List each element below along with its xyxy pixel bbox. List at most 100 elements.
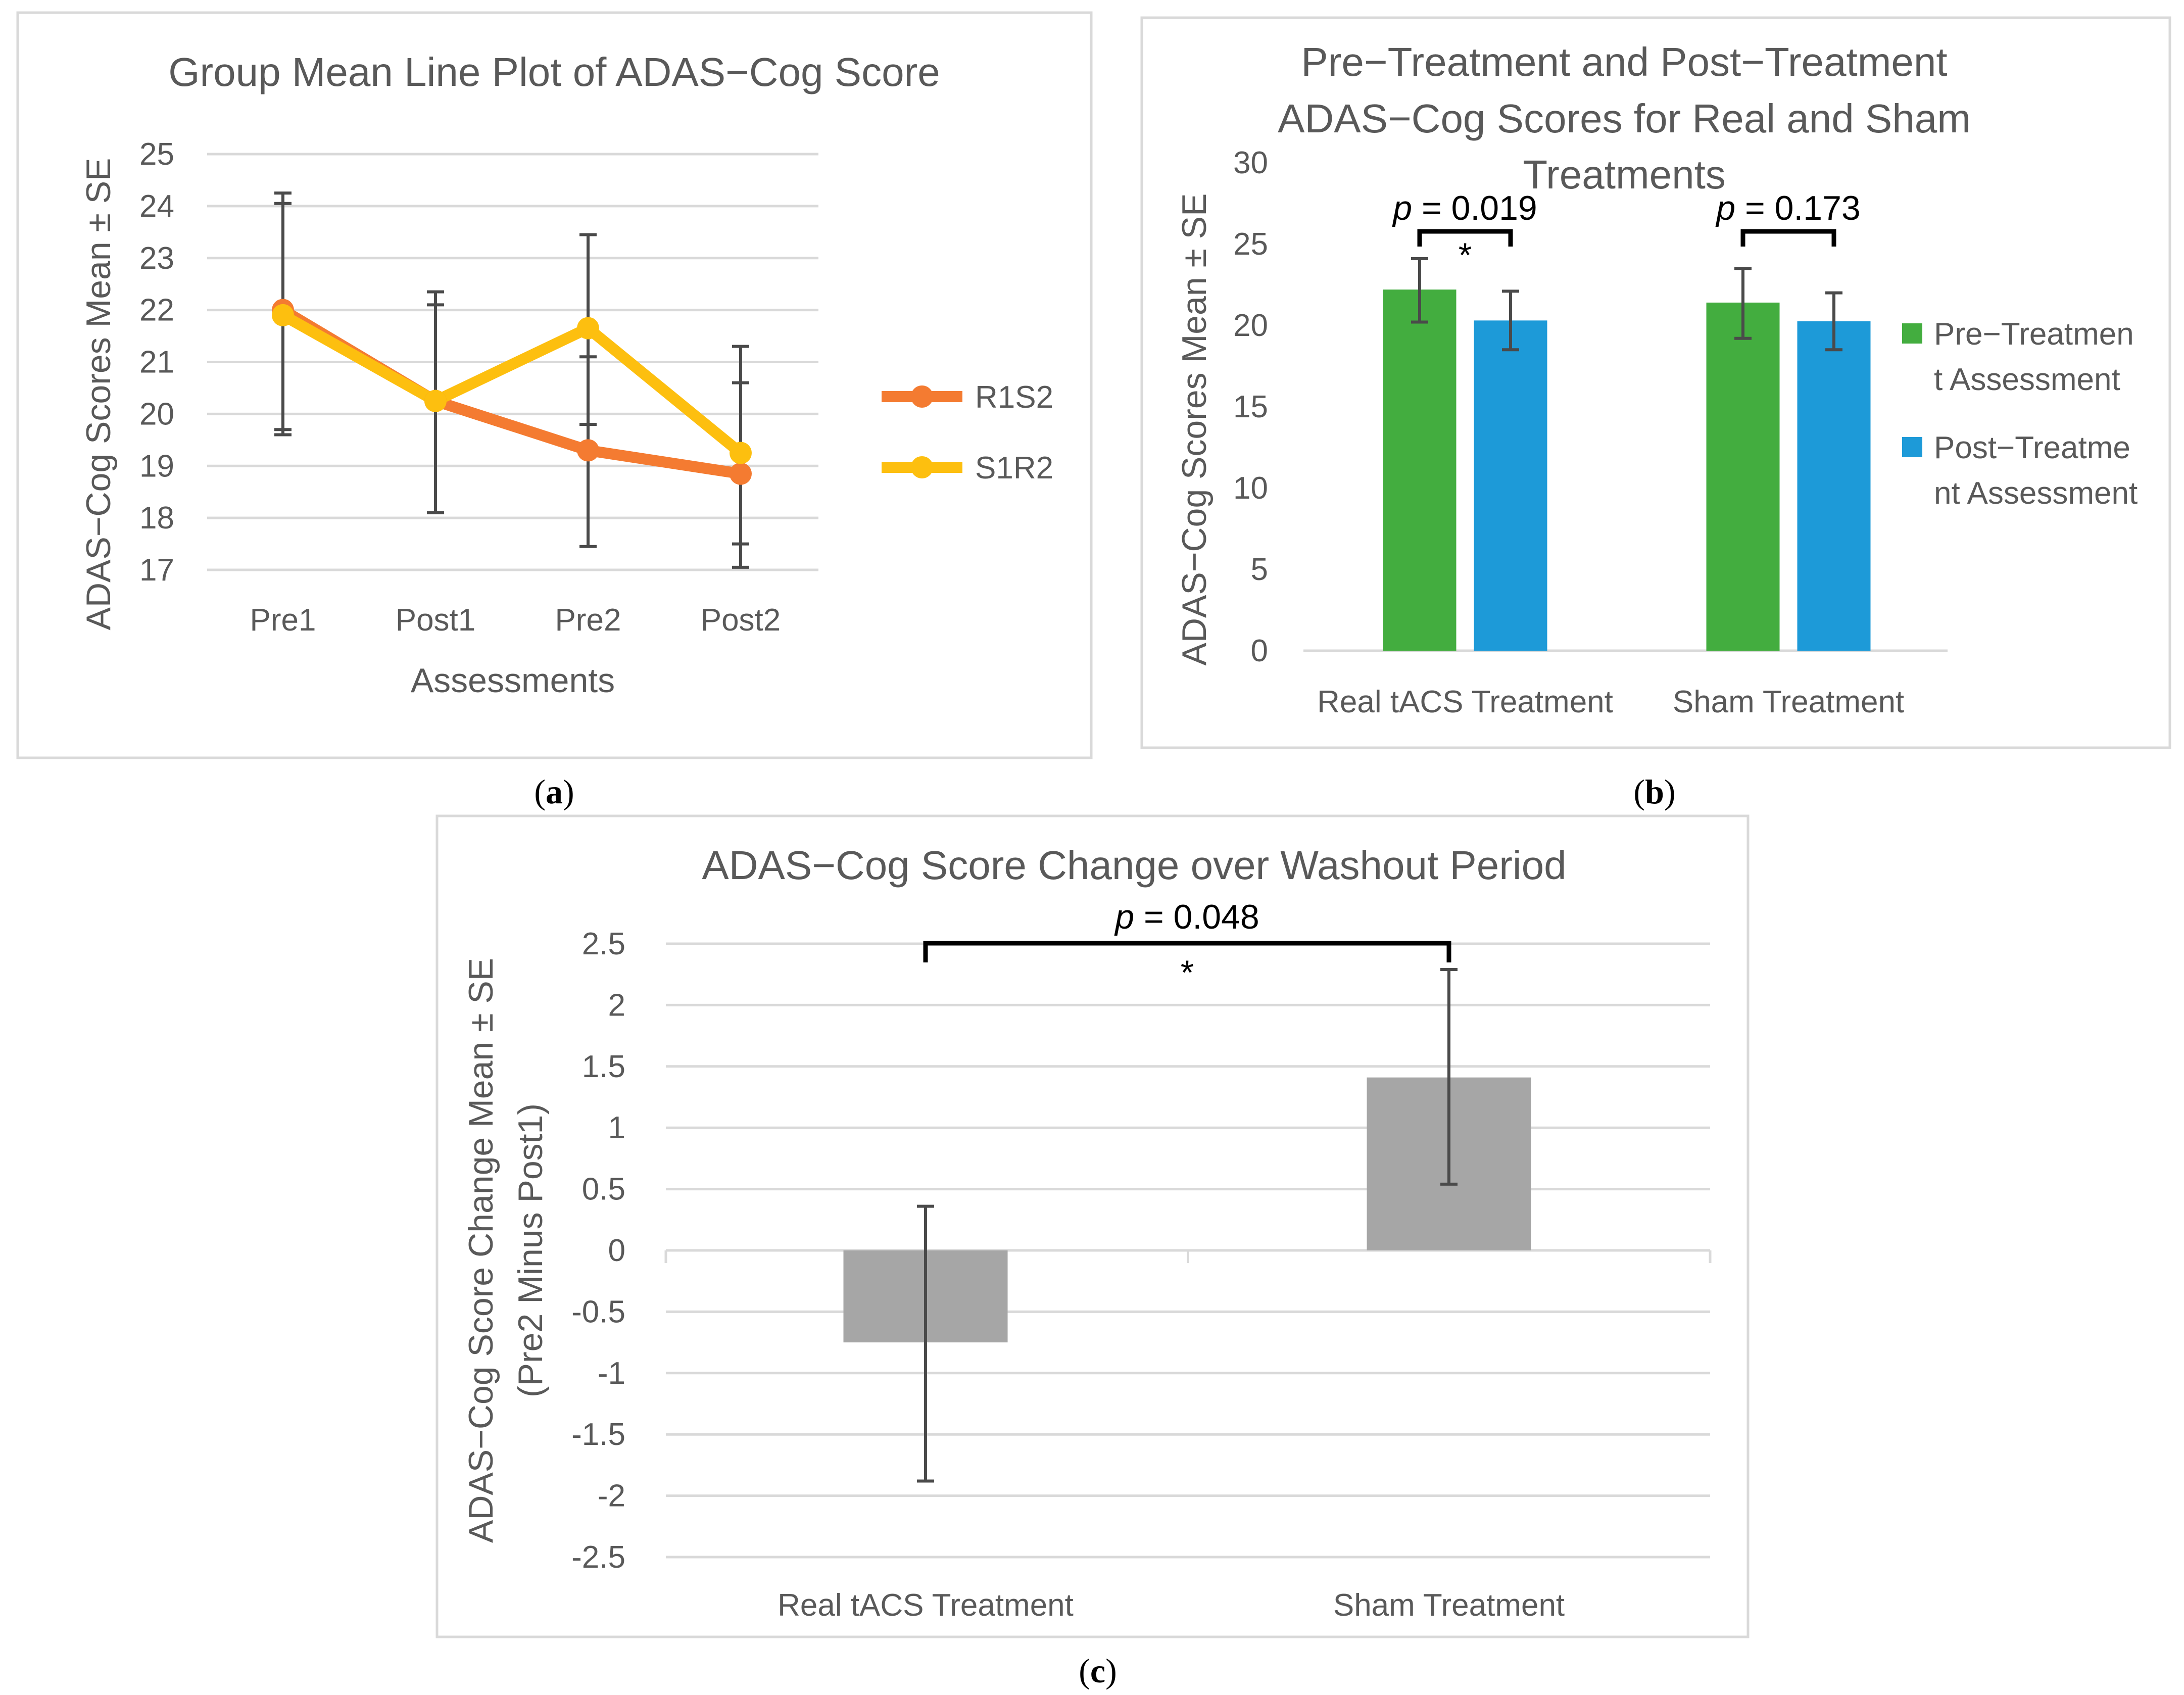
- panel-b-p-value-p: p: [1392, 189, 1412, 227]
- panel-b-label: (b): [1633, 772, 1675, 811]
- panel-b-p-value: p = 0.019: [1392, 189, 1537, 227]
- panel-a-label-letter: a: [546, 772, 563, 811]
- panel-c-title: ADAS−Cog Score Change over Washout Perio…: [702, 843, 1566, 888]
- panel-a-legend-label-s1r2: S1R2: [975, 451, 1053, 486]
- panel-a-series-lines: [280, 305, 744, 479]
- panel-a-y-ticks: 17 18 19 20 21 22 23 24 25: [139, 137, 174, 588]
- panel-b-x-ticks: Real tACS Treatment Sham Treatment: [1317, 685, 1904, 719]
- panel-c-y-tick-label: -0.5: [571, 1294, 625, 1329]
- panel-b-y-tick-label: 30: [1233, 146, 1268, 180]
- panel-c-y-tick-label: -2: [598, 1479, 625, 1514]
- panel-b-bar-post: [1797, 321, 1871, 651]
- panel-c-significance-bracket: [923, 941, 1451, 962]
- panel-a-point-s1r2: [272, 304, 294, 326]
- panel-c-label-letter: c: [1090, 1652, 1105, 1690]
- panel-a-y-tick-label: 21: [139, 345, 174, 380]
- panel-b: Pre−Treatment and Post−Treatment ADAS−Co…: [1140, 16, 2171, 749]
- panel-c-p-value: p = 0.048: [1114, 898, 1259, 936]
- panel-b-legend-label-post: nt Assessment: [1934, 476, 2138, 511]
- panel-c-y-tick-label: 0.5: [582, 1172, 625, 1207]
- panel-b-y-tick-label: 25: [1233, 227, 1268, 262]
- panel-a-x-tick-label: Pre1: [250, 603, 316, 638]
- panel-b-bar-pre: [1706, 302, 1780, 651]
- panel-a-label: (a): [534, 772, 574, 811]
- panel-b-p-value-value: = 0.173: [1735, 189, 1861, 227]
- panel-c-error-bars: [917, 967, 1458, 1483]
- panel-c-y-tick-label: -1: [598, 1356, 625, 1391]
- panel-c-y-tick-label: 1: [608, 1110, 625, 1145]
- panel-a: Group Mean Line Plot of ADAS−Cog Score 1…: [16, 11, 1093, 759]
- panel-b-p-value-p: p: [1715, 189, 1735, 227]
- panel-a-y-tick-label: 18: [139, 501, 174, 536]
- panel-b-label-close: ): [1664, 772, 1676, 811]
- panel-c-y-tick-label: 2.5: [582, 927, 625, 961]
- panel-b-title-line-3: Treatments: [1523, 152, 1726, 197]
- panel-b-legend-swatch-pre: [1902, 323, 1922, 344]
- panel-b-significance-bracket: [1740, 229, 1836, 247]
- panel-c-annotation: p = 0.048 *: [923, 898, 1451, 992]
- panel-c-y-axis-label-line-2: (Pre2 Minus Post1): [511, 1103, 550, 1397]
- panel-c-x-ticks: Real tACS Treatment Sham Treatment: [778, 1588, 1565, 1623]
- panel-b-y-tick-label: 10: [1233, 471, 1268, 506]
- panel-b-significance-star: *: [1459, 236, 1472, 274]
- panel-c-y-tick-label: 2: [608, 988, 625, 1023]
- panel-a-label-close: ): [563, 772, 574, 811]
- panel-b-x-tick-label: Sham Treatment: [1673, 685, 1904, 719]
- panel-a-line-s1r2: [280, 310, 744, 458]
- panel-b-y-tick-label: 20: [1233, 308, 1268, 343]
- panel-b-label-letter: b: [1645, 772, 1664, 811]
- panel-c-label-open: (: [1079, 1652, 1090, 1690]
- panel-b-legend-swatch-post: [1902, 437, 1922, 457]
- panel-a-label-open: (: [534, 772, 546, 811]
- panel-b-bar-post: [1474, 320, 1547, 651]
- panel-a-x-axis-label: Assessments: [411, 661, 615, 700]
- panel-a-points: [272, 299, 752, 485]
- panel-b-title-line-1: Pre−Treatment and Post−Treatment: [1301, 39, 1947, 84]
- panel-c-x-tick-label: Sham Treatment: [1333, 1588, 1565, 1623]
- panel-a-y-tick-label: 19: [139, 449, 174, 483]
- panel-a-y-tick-label: 24: [139, 189, 174, 224]
- panel-a-x-tick-label: Post1: [396, 603, 476, 638]
- panel-a-x-ticks: Pre1 Post1 Pre2 Post2: [250, 603, 781, 638]
- panel-c-y-axis-label-line-1: ADAS−Cog Score Change Mean ± SE: [462, 958, 500, 1543]
- panel-a-y-tick-label: 25: [139, 137, 174, 172]
- panel-b-y-axis-label: ADAS−Cog Scores Mean ± SE: [1175, 193, 1214, 666]
- panel-a-x-tick-label: Pre2: [555, 603, 621, 638]
- panel-b-bar-pre: [1383, 289, 1457, 651]
- panel-a-y-tick-label: 17: [139, 553, 174, 588]
- panel-a-point-s1r2: [577, 317, 599, 340]
- panel-c-y-tick-label: 0: [608, 1233, 625, 1268]
- panel-b-y-ticks: 0 5 10 15 20 25 30: [1233, 146, 1268, 668]
- panel-b-error-bars: [1411, 257, 1842, 352]
- panel-c-label: (c): [1079, 1652, 1117, 1690]
- panel-c-y-ticks: -2.5 -2 -1.5 -1 -0.5 0 0.5 1 1.5 2 2.5: [571, 927, 625, 1575]
- panel-a-frame: [16, 11, 1093, 759]
- panel-b-significance-bracket: [1417, 229, 1513, 247]
- panel-c-label-close: ): [1105, 1652, 1117, 1690]
- panel-b-legend-label-pre: Pre−Treatmen: [1934, 317, 2134, 352]
- panel-b-legend: Pre−Treatmen t Assessment Post−Treatme nt A…: [1902, 317, 2138, 511]
- panel-c-frame: [435, 814, 1750, 1638]
- panel-a-legend: R1S2 S1R2: [882, 380, 1053, 486]
- panel-b-y-tick-label: 15: [1233, 390, 1268, 424]
- panel-c-x-tick-label: Real tACS Treatment: [778, 1588, 1074, 1623]
- panel-c-significance-star: *: [1181, 953, 1194, 992]
- panel-b-x-tick-label: Real tACS Treatment: [1317, 685, 1613, 719]
- panel-c-p-value-p: p: [1114, 898, 1134, 936]
- panel-a-point-s1r2: [730, 442, 752, 464]
- panel-a-y-tick-label: 20: [139, 397, 174, 431]
- panel-a-y-tick-label: 22: [139, 293, 174, 328]
- panel-a-y-axis-label: ADAS−Cog Scores Mean ± SE: [79, 158, 118, 631]
- panel-c-gridlines: [664, 942, 1712, 1559]
- panel-c: ADAS−Cog Score Change over Washout Perio…: [435, 814, 1750, 1638]
- panel-b-p-value-value: = 0.019: [1412, 189, 1537, 227]
- panel-b-annotations: p = 0.019 * p = 0.173: [1392, 189, 1861, 274]
- panel-a-x-tick-label: Post2: [701, 603, 781, 638]
- panel-b-legend-label-post: Post−Treatme: [1934, 430, 2130, 465]
- panel-a-legend-marker-s1r2: [911, 456, 933, 478]
- panel-a-point-r1s2: [577, 439, 599, 462]
- panel-a-legend-label-r1s2: R1S2: [975, 380, 1053, 415]
- panel-c-y-tick-label: -2.5: [571, 1540, 625, 1575]
- panel-a-point-s1r2: [424, 390, 447, 412]
